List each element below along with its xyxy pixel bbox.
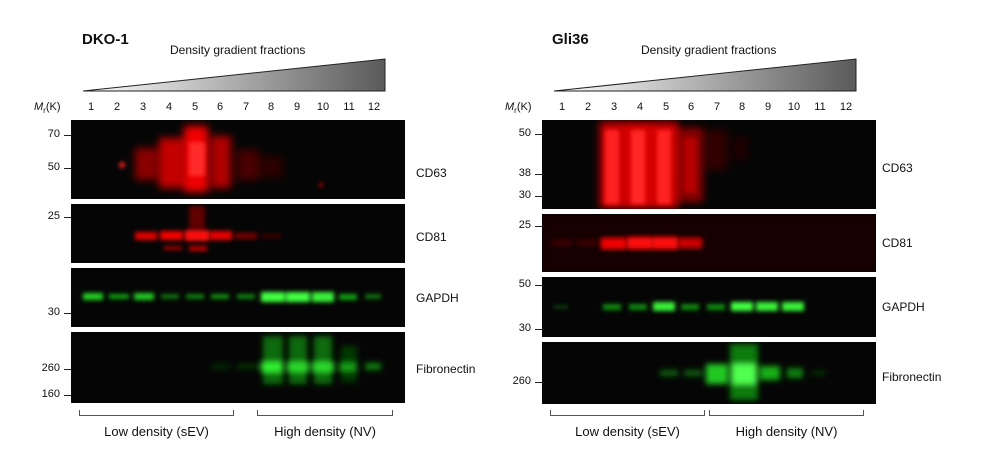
- mw-marker: 50: [518, 278, 531, 290]
- mw-marker: 260: [41, 362, 60, 374]
- lane-number: 8: [267, 101, 275, 113]
- blot-cd63-dko1: [71, 120, 405, 199]
- lane-number: 6: [216, 101, 224, 113]
- density-gradient-wedge: [82, 58, 386, 92]
- lane-number: 10: [787, 101, 801, 113]
- density-gradient-wedge: [553, 58, 857, 92]
- mw-marker: 70: [47, 128, 60, 140]
- lane-number: 7: [713, 101, 721, 113]
- lane-number: 2: [113, 101, 121, 113]
- lane-number: 3: [610, 101, 618, 113]
- mw-marker: 160: [41, 388, 60, 400]
- blot-fibronectin-gli36: [542, 342, 876, 404]
- gradient-title: Density gradient fractions: [641, 43, 777, 57]
- blot-cd81-dko1: [71, 204, 405, 263]
- group-label-low-density: Low density (sEV): [104, 424, 209, 439]
- panel-title-dko1: DKO-1: [82, 31, 129, 48]
- mw-tick: [64, 313, 71, 314]
- lane-number: 11: [343, 101, 355, 113]
- lane-number: 1: [87, 101, 95, 113]
- mw-tick: [535, 174, 542, 175]
- group-label-high-density: High density (NV): [735, 424, 838, 439]
- blot-label-cd63: CD63: [882, 161, 913, 175]
- mw-marker: 38: [518, 167, 531, 179]
- blot-gapdh-gli36: [542, 277, 876, 337]
- blot-cd63-gli36: [542, 120, 876, 209]
- lane-number: 11: [814, 101, 826, 113]
- mw-marker: 260: [512, 375, 531, 387]
- lane-number: 12: [367, 101, 381, 113]
- group-bracket: [709, 410, 864, 416]
- lane-number: 3: [139, 101, 147, 113]
- blot-label-gapdh: GAPDH: [882, 300, 925, 314]
- mw-tick: [64, 168, 71, 169]
- blot-fibronectin-dko1: [71, 332, 405, 403]
- lane-number: 2: [584, 101, 592, 113]
- mw-tick: [535, 329, 542, 330]
- lane-number: 8: [738, 101, 746, 113]
- lane-number: 5: [662, 101, 670, 113]
- mr-axis-label: Mr(K): [34, 101, 61, 116]
- lane-number: 4: [636, 101, 644, 113]
- mr-axis-label: Mr(K): [505, 101, 532, 116]
- mw-marker: 50: [518, 127, 531, 139]
- lane-number: 7: [242, 101, 250, 113]
- blot-gapdh-dko1: [71, 268, 405, 327]
- mw-marker: 30: [518, 322, 531, 334]
- blot-label-cd63: CD63: [416, 166, 447, 180]
- blot-label-gapdh: GAPDH: [416, 291, 459, 305]
- mw-marker: 30: [518, 189, 531, 201]
- lane-number: 5: [191, 101, 199, 113]
- group-bracket: [257, 410, 393, 416]
- mw-tick: [64, 135, 71, 136]
- lane-number: 9: [293, 101, 301, 113]
- mw-tick: [535, 285, 542, 286]
- mw-marker: 25: [518, 219, 531, 231]
- group-bracket: [550, 410, 705, 416]
- group-label-low-density: Low density (sEV): [575, 424, 680, 439]
- blot-label-cd81: CD81: [882, 236, 913, 250]
- mw-tick: [535, 196, 542, 197]
- lane-number: 1: [558, 101, 566, 113]
- group-bracket: [79, 410, 234, 416]
- lane-number: 9: [764, 101, 772, 113]
- blot-cd81-gli36: [542, 214, 876, 272]
- mw-marker: 30: [47, 306, 60, 318]
- blot-label-fibronectin: Fibronectin: [416, 362, 476, 376]
- gradient-title: Density gradient fractions: [170, 43, 306, 57]
- mw-tick: [64, 369, 71, 370]
- group-label-high-density: High density (NV): [274, 424, 376, 439]
- mw-tick: [64, 395, 71, 396]
- blot-label-cd81: CD81: [416, 230, 447, 244]
- mw-marker: 50: [47, 161, 60, 173]
- panel-title-gli36: Gli36: [552, 31, 589, 48]
- mw-tick: [535, 226, 542, 227]
- mw-marker: 25: [47, 210, 60, 222]
- mw-tick: [64, 217, 71, 218]
- lane-number: 10: [316, 101, 330, 113]
- blot-label-fibronectin: Fibronectin: [882, 370, 942, 384]
- mw-tick: [535, 134, 542, 135]
- lane-number: 12: [839, 101, 853, 113]
- mw-tick: [535, 382, 542, 383]
- lane-number: 4: [165, 101, 173, 113]
- lane-number: 6: [687, 101, 695, 113]
